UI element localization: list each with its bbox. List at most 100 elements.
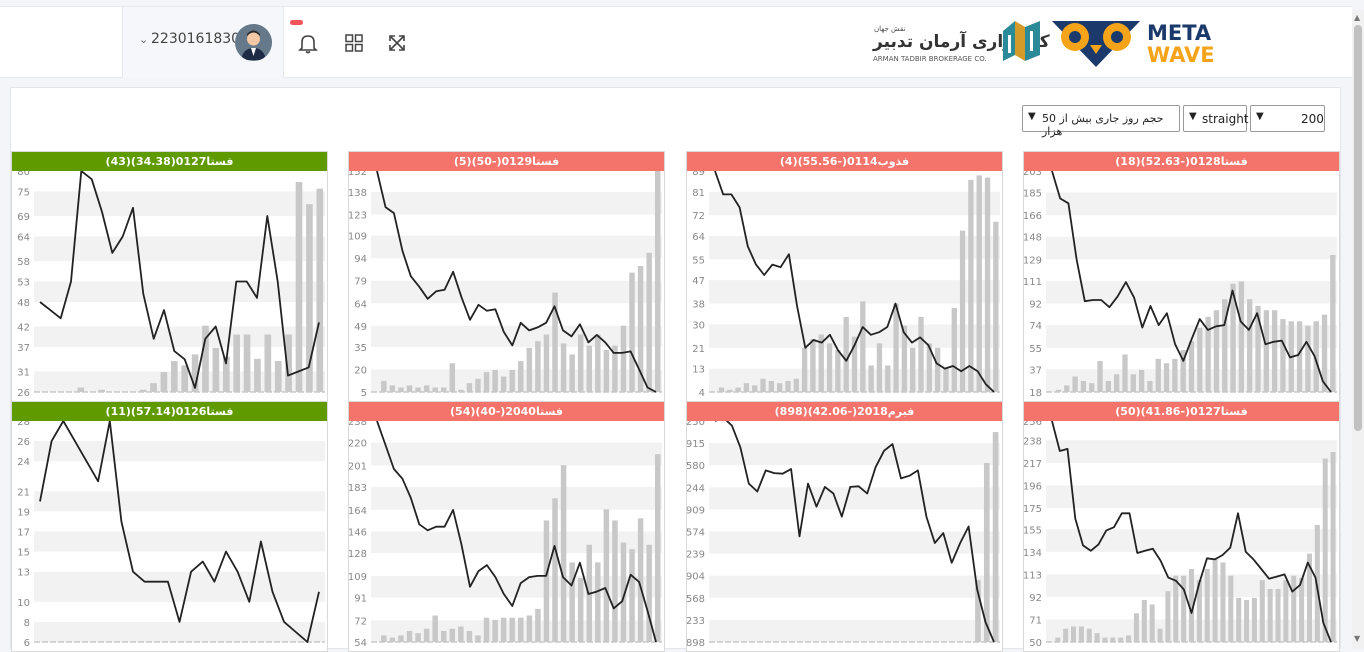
volume-bar xyxy=(1097,361,1103,392)
avatar[interactable] xyxy=(235,24,272,61)
volume-bar xyxy=(654,454,661,642)
volume-bar xyxy=(727,389,733,392)
y-tick-label: 111 xyxy=(1024,277,1042,288)
volume-bar xyxy=(1078,626,1084,642)
chart-card[interactable]: (4)فذوب0114(-55.56) 89 81 72 64 55 47 38 30 21 13… xyxy=(686,151,1003,402)
volume-bar xyxy=(449,363,456,392)
y-tick-label: 21 xyxy=(692,344,705,355)
chart-card[interactable]: (43)فستا0127(34.38) 80 75 69 64 58 53 48 42 37 31… xyxy=(11,151,328,402)
grid-band xyxy=(34,621,325,642)
volume-bar xyxy=(901,325,908,392)
y-tick-label: 69 xyxy=(17,212,30,223)
y-tick-label: 28 xyxy=(17,421,30,428)
chart-card[interactable]: (18)فستا0128(-52.63) 203 185 166 148 129 111 9… xyxy=(1023,151,1340,402)
volume-bar xyxy=(934,347,941,392)
y-tick-label: 89 xyxy=(692,171,705,178)
volume-bar xyxy=(1122,354,1128,392)
y-tick-label: 201 xyxy=(349,461,367,472)
scrollbar-thumb[interactable] xyxy=(1354,25,1362,431)
volume-bar xyxy=(818,334,824,392)
y-tick-label: 1904 xyxy=(687,572,705,583)
volume-bar xyxy=(181,365,189,392)
chart-card[interactable]: (5)فستا0129(-50) 152 138 123 109 94 79 64 49 35 2… xyxy=(348,151,665,402)
chart-card[interactable]: (898)فبرم2018(-42.06) 4250 3915 3580 3244 29… xyxy=(686,401,1003,652)
chart-card[interactable]: (54)فستا2040(-40) 238 220 201 183 164 146 128 1… xyxy=(348,401,665,652)
volume-bar xyxy=(1251,597,1257,642)
volume-bar xyxy=(976,175,982,392)
volume-bar xyxy=(398,387,404,392)
volume-bar xyxy=(1291,575,1297,642)
grid-band xyxy=(709,443,1000,466)
volume-bar xyxy=(760,378,766,392)
price-line xyxy=(1051,421,1332,643)
grid-band xyxy=(371,192,662,215)
volume-bar xyxy=(569,354,575,392)
y-tick-label: 3915 xyxy=(687,439,705,450)
y-tick-label: 146 xyxy=(349,528,367,539)
volume-bar xyxy=(868,365,874,392)
volume-bar xyxy=(1228,575,1234,642)
volume-bar xyxy=(449,628,456,642)
volume-bar xyxy=(1181,575,1187,642)
volume-bar xyxy=(1080,380,1087,392)
volume-bar xyxy=(718,387,725,392)
y-tick-label: 37 xyxy=(17,343,30,354)
volume-bar xyxy=(1275,588,1281,642)
volume-filter-select[interactable]: ▼ حجم روز جاری بیش از 50 هزار xyxy=(1022,105,1180,138)
chart-card[interactable]: (11)فستا0126(57.14) 28 26 24 21 19 17 15 13 10 8 6 xyxy=(11,401,328,652)
volume-bar xyxy=(629,549,635,642)
building-logo-icon xyxy=(1003,21,1040,61)
y-tick-label: 79 xyxy=(354,277,367,288)
volume-bar xyxy=(432,387,438,392)
bell-icon[interactable] xyxy=(297,32,319,54)
y-tick-label: 2574 xyxy=(687,528,705,539)
volume-bar xyxy=(77,387,85,392)
volume-bar xyxy=(983,462,990,642)
volume-bar xyxy=(785,380,791,392)
volume-bar xyxy=(316,188,324,392)
volume-bar xyxy=(543,520,550,642)
price-line xyxy=(376,421,657,643)
y-tick-label: 898 xyxy=(687,638,705,649)
line-style-select[interactable]: ▼ straight xyxy=(1183,105,1249,132)
volume-bar xyxy=(150,383,157,392)
y-tick-label: 1568 xyxy=(687,594,705,605)
count-select[interactable]: ▼ 200 xyxy=(1250,105,1325,132)
grid-band xyxy=(371,235,662,259)
volume-bar xyxy=(1299,577,1305,642)
volume-bar xyxy=(1321,314,1328,392)
grid-icon[interactable] xyxy=(343,32,365,54)
volume-bar xyxy=(500,376,507,392)
y-tick-label: 72 xyxy=(692,211,705,222)
volume-bar xyxy=(586,345,592,392)
volume-bar xyxy=(1255,305,1261,392)
volume-bar xyxy=(1149,604,1155,642)
volume-bar xyxy=(595,562,601,642)
volume-bar xyxy=(98,389,105,392)
scroll-up-icon[interactable]: ▲ xyxy=(1354,13,1361,22)
fullscreen-icon[interactable] xyxy=(386,32,408,54)
y-tick-label: 148 xyxy=(1024,233,1042,244)
y-tick-label: 1233 xyxy=(687,616,705,627)
volume-bar xyxy=(1259,580,1265,642)
grid-band xyxy=(34,531,325,552)
chart-card[interactable]: (50)فستا0127(-41.86) 256 238 217 196 175 155 1… xyxy=(1023,401,1340,652)
page-scrollbar[interactable]: ▲ ▼ xyxy=(1352,10,1364,649)
y-tick-label: 138 xyxy=(349,188,367,199)
y-tick-label: 24 xyxy=(17,457,30,468)
grid-band xyxy=(1046,192,1337,216)
y-tick-label: 91 xyxy=(354,594,367,605)
volume-bar xyxy=(1204,569,1210,642)
grid-band xyxy=(34,571,325,602)
volume-bar xyxy=(1263,310,1269,392)
volume-bar xyxy=(1155,358,1161,392)
y-tick-label: 109 xyxy=(349,232,367,243)
volume-bar xyxy=(885,365,891,392)
volume-bar xyxy=(620,325,627,392)
volume-bar xyxy=(233,334,240,392)
user-menu[interactable]: ⌄ 2230161830 xyxy=(122,7,284,78)
y-tick-label: 54 xyxy=(354,638,367,649)
grid-band xyxy=(34,326,325,347)
scroll-down-icon[interactable]: ▼ xyxy=(1354,634,1361,643)
price-line xyxy=(39,421,320,643)
